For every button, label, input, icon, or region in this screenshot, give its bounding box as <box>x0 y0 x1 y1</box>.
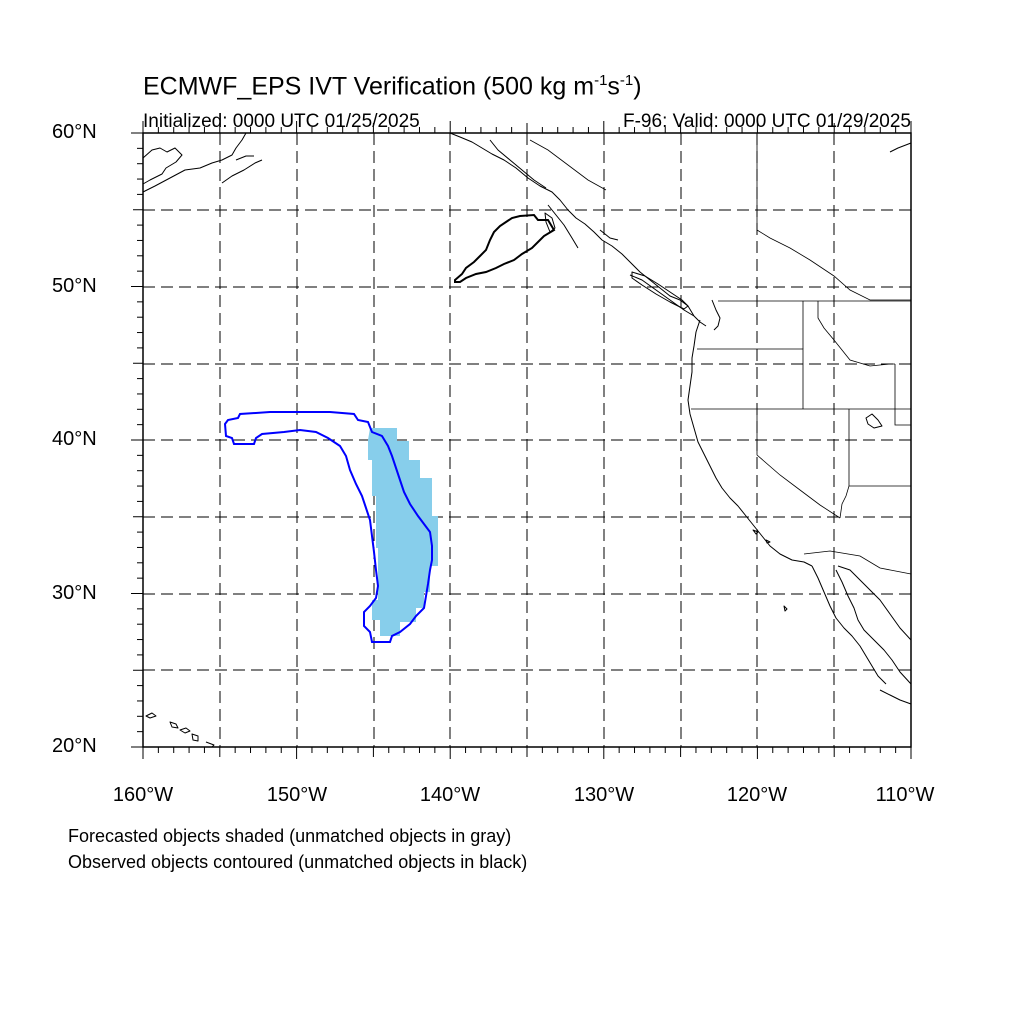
map-title: ECMWF_EPS IVT Verification (500 kg m-1s-… <box>143 72 642 101</box>
lat-label-20: 20°N <box>52 735 97 757</box>
axis-ticks <box>131 121 912 759</box>
lon-label-150w: 150°W <box>266 784 328 806</box>
forecast-ivt-object <box>368 428 438 636</box>
coastlines <box>142 132 912 748</box>
lat-label-50: 50°N <box>52 275 97 297</box>
lat-label-60: 60°N <box>52 121 97 143</box>
political-boundaries <box>529 133 912 575</box>
initialized-label: Initialized: 0000 UTC 01/25/2025 <box>143 111 420 132</box>
lon-label-160w: 160°W <box>112 784 174 806</box>
lon-label-110w: 110°W <box>875 784 935 806</box>
lat-lon-grid <box>143 133 911 747</box>
lon-label-130w: 130°W <box>573 784 635 806</box>
observed-legend-note: Observed objects contoured (unmatched ob… <box>68 852 528 872</box>
lat-label-30: 30°N <box>52 582 97 604</box>
lat-label-40: 40°N <box>52 428 97 450</box>
valid-time-label: F-96: Valid: 0000 UTC 01/29/2025 <box>623 111 911 132</box>
forecast-legend-note: Forecasted objects shaded (unmatched obj… <box>68 826 512 846</box>
observed-unmatched-contour <box>454 213 556 283</box>
lon-label-140w: 140°W <box>419 784 481 806</box>
observed-matched-contour <box>223 411 433 643</box>
lon-label-120w: 120°W <box>726 784 788 806</box>
